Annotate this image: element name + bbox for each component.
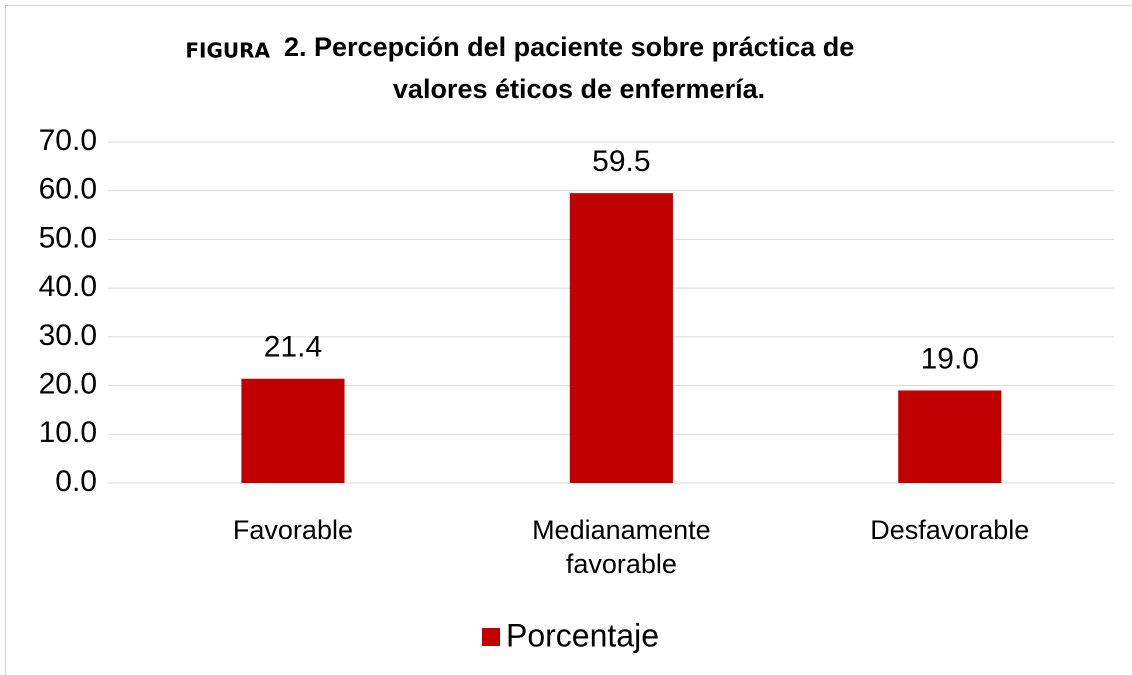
chart-title: 2. Percepción del paciente sobre práctic… — [284, 32, 854, 62]
y-tick-label: 60.0 — [39, 173, 97, 206]
bar — [898, 390, 1002, 483]
bar — [569, 193, 673, 483]
y-tick-label: 10.0 — [39, 416, 97, 449]
y-tick-label: 30.0 — [39, 319, 97, 352]
y-tick-label: 40.0 — [39, 270, 97, 303]
legend-label: Porcentaje — [506, 617, 659, 653]
y-tick-label: 70.0 — [39, 124, 97, 157]
chart-border — [5, 5, 1132, 675]
bar — [241, 378, 345, 483]
x-tick-label: Favorable — [232, 515, 353, 545]
legend-swatch — [482, 628, 500, 646]
data-label: 19.0 — [921, 342, 979, 375]
x-tick-label: Medianamente favorable — [532, 515, 711, 579]
x-tick-label: Desfavorable — [870, 515, 1030, 545]
chart-title-prefix: FIGURA — [185, 39, 270, 63]
y-tick-label: 0.0 — [55, 465, 97, 498]
y-tick-label: 50.0 — [39, 221, 97, 254]
data-label: 21.4 — [264, 331, 322, 364]
y-tick-label: 20.0 — [39, 367, 97, 400]
chart-title: valores éticos de enfermería. — [393, 74, 765, 104]
data-label: 59.5 — [592, 145, 650, 178]
